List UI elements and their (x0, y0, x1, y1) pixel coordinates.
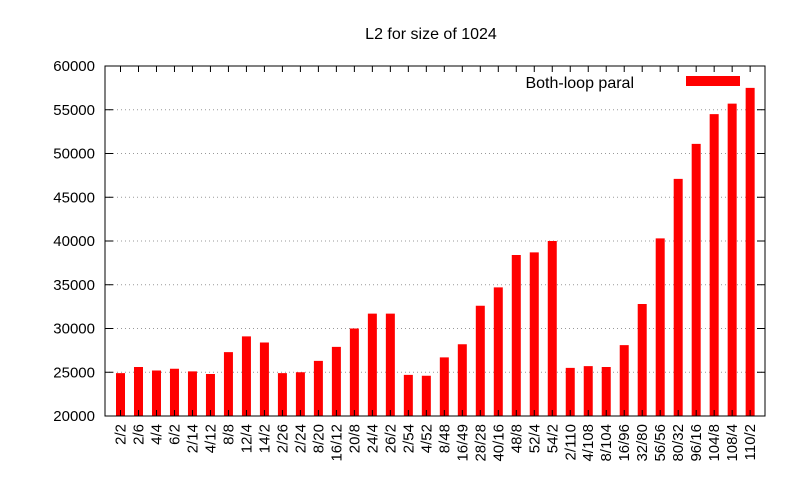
x-tick-label: 8/8 (220, 424, 237, 445)
x-tick-label: 4/52 (418, 424, 435, 453)
x-tick-label: 20/8 (346, 424, 363, 453)
y-tick-label: 55000 (53, 102, 95, 119)
x-tick-label: 2/2 (113, 424, 130, 445)
bar (727, 103, 737, 417)
bar (493, 287, 503, 417)
plot-frame (104, 65, 766, 417)
x-tick-label: 56/56 (652, 424, 669, 462)
x-tick-label: 8/48 (436, 424, 453, 453)
bar (241, 336, 251, 417)
x-axis: 2/2 2/6 4/4 6/2 2/14 4/12 8/8 12/4 14/2 2/26 2/24 8… (113, 66, 759, 462)
bar (421, 375, 431, 416)
x-tick-label: 96/16 (688, 424, 705, 462)
grid-lines (105, 109, 765, 373)
x-tick-label: 14/2 (256, 424, 273, 453)
bar (547, 241, 557, 416)
bar (205, 374, 215, 416)
bar (637, 304, 647, 416)
y-tick-label: 40000 (53, 233, 95, 250)
chart-title: L2 for size of 1024 (365, 26, 497, 43)
x-tick-label: 12/4 (238, 424, 255, 453)
x-tick-label: 4/12 (202, 424, 219, 453)
bar (655, 238, 665, 416)
x-tick-label: 32/80 (634, 424, 651, 462)
x-tick-label: 2/24 (292, 424, 309, 453)
bar (565, 367, 575, 417)
x-tick-label: 2/54 (400, 424, 417, 453)
bar (313, 360, 323, 417)
bar (745, 87, 755, 417)
x-tick-label: 8/20 (310, 424, 327, 453)
x-tick-label: 4/108 (580, 424, 597, 462)
bar (277, 373, 287, 417)
bar (403, 374, 413, 417)
x-tick-label: 28/28 (472, 424, 489, 462)
bar (331, 346, 341, 417)
y-tick-label: 20000 (53, 408, 95, 425)
bar (116, 373, 125, 417)
bar (583, 366, 593, 417)
x-tick-label: 16/12 (328, 424, 345, 462)
bar (601, 367, 611, 416)
x-tick-label: 52/4 (526, 424, 543, 453)
x-tick-label: 8/104 (598, 424, 615, 462)
x-tick-label: 24/4 (364, 424, 381, 453)
x-tick-label: 6/2 (166, 424, 183, 445)
x-tick-label: 4/4 (148, 424, 165, 445)
x-tick-label: 2/26 (274, 424, 291, 453)
y-axis: 20000 25000 30000 35000 40000 45000 50000 55000… (53, 58, 765, 425)
x-tick-label: 2/14 (184, 424, 201, 453)
bar (367, 313, 377, 417)
bar (619, 345, 629, 417)
legend-swatch (686, 76, 740, 86)
bar (511, 255, 521, 416)
x-tick-label: 16/96 (616, 424, 633, 462)
bar (151, 370, 161, 416)
bar (133, 367, 143, 416)
legend: Both-loop paral (525, 75, 740, 92)
x-tick-label: 26/2 (382, 424, 399, 453)
x-tick-label: 54/2 (544, 424, 561, 453)
bar (349, 328, 359, 416)
bar (169, 368, 179, 416)
bars (116, 87, 755, 417)
bar (295, 372, 305, 416)
bar (457, 344, 467, 416)
y-tick-label: 25000 (53, 364, 95, 381)
bar (385, 313, 395, 417)
x-tick-label: 48/8 (508, 424, 525, 453)
y-tick-label: 60000 (53, 58, 95, 75)
x-tick-label: 2/110 (562, 424, 579, 460)
bar (709, 114, 719, 417)
x-tick-label: 110/2 (742, 424, 759, 460)
y-tick-label: 50000 (53, 146, 95, 163)
y-tick-label: 35000 (53, 277, 95, 294)
bar (673, 178, 683, 417)
bar (187, 371, 197, 417)
x-tick-label: 104/8 (706, 424, 723, 462)
bar (475, 305, 485, 416)
bar (439, 357, 449, 417)
x-tick-label: 16/49 (454, 424, 471, 462)
x-tick-label: 108/4 (724, 424, 741, 462)
x-tick-label: 2/6 (130, 424, 147, 445)
bar (259, 342, 269, 416)
y-tick-label: 45000 (53, 189, 95, 206)
legend-label: Both-loop paral (525, 75, 634, 92)
bar (223, 352, 233, 417)
x-tick-label: 40/16 (490, 424, 507, 462)
y-tick-label: 30000 (53, 321, 95, 338)
bar (529, 252, 539, 417)
bar (691, 143, 701, 417)
x-tick-label: 80/32 (670, 424, 687, 462)
